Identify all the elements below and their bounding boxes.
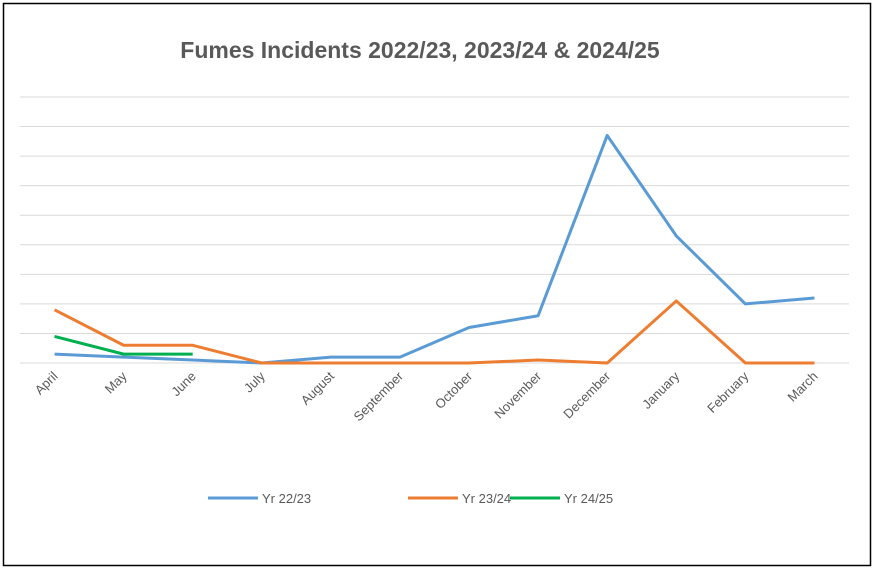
legend-label: Yr 23/24 — [462, 491, 511, 506]
series-line — [53, 299, 815, 365]
series-line — [54, 334, 193, 356]
legend-label: Yr 22/23 — [262, 491, 311, 506]
series-line — [54, 133, 815, 365]
chart-title: Fumes Incidents 2022/23, 2023/24 & 2024/… — [180, 37, 660, 63]
legend-label: Yr 24/25 — [564, 491, 613, 506]
